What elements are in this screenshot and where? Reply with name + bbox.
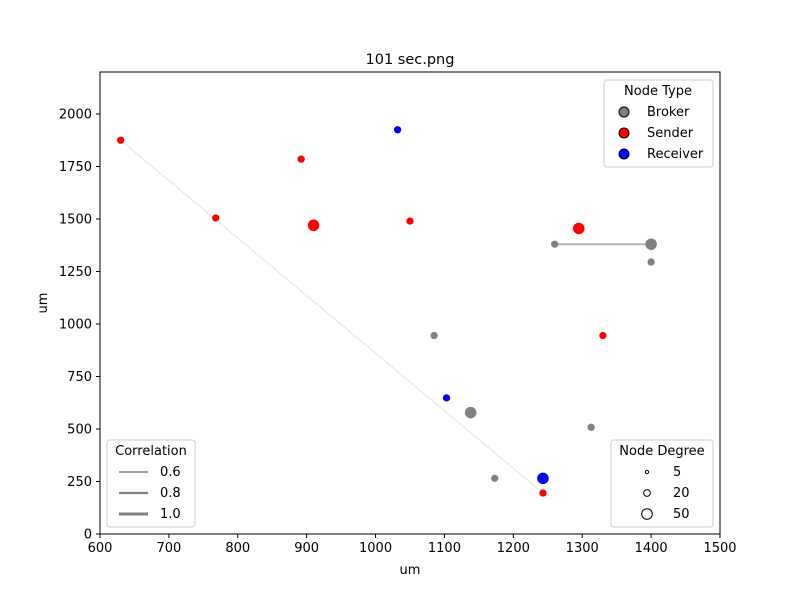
- node-point-broker: [430, 331, 438, 340]
- y-axis: 0 250 500 750 1000 1250 1500 1750 2000: [59, 108, 100, 543]
- legend-degree-label: 50: [673, 507, 690, 522]
- legend-node-type-label: Sender: [647, 126, 694, 141]
- x-tick-label: 700: [156, 541, 181, 556]
- legend-correlation-label: 1.0: [160, 507, 181, 522]
- x-tick-label: 1200: [497, 541, 530, 556]
- node-point-broker: [491, 474, 499, 482]
- y-tick-label: 750: [67, 370, 92, 385]
- node-point-broker: [645, 238, 657, 250]
- legend-degree-items: 5 20 50: [641, 465, 690, 522]
- node-point-sender: [406, 217, 414, 225]
- legend-node-type-label: Receiver: [647, 147, 704, 162]
- node-point-broker: [647, 258, 655, 266]
- legend-degree-marker: [643, 489, 651, 497]
- y-tick-label: 1250: [59, 265, 92, 280]
- y-tick-label: 250: [67, 475, 92, 490]
- nodes-layer: [117, 126, 657, 497]
- y-axis-label: um: [36, 293, 51, 314]
- node-point-broker: [464, 406, 477, 419]
- x-tick-label: 1300: [566, 541, 599, 556]
- legend-node-type-label: Broker: [647, 105, 690, 120]
- legend-correlation: Correlation 0.6 0.8 1.0: [106, 439, 196, 528]
- legend-correlation-items: 0.6 0.8 1.0: [119, 465, 181, 522]
- x-axis-label: um: [400, 563, 421, 578]
- legend-correlation-label: 0.8: [160, 486, 181, 501]
- edges-layer: [120, 139, 652, 494]
- x-tick-label: 800: [225, 541, 250, 556]
- y-tick-label: 1500: [59, 213, 92, 228]
- legend-correlation-title: Correlation: [115, 444, 187, 459]
- legend-degree-label: 20: [673, 486, 690, 501]
- x-axis: 600 700 800 900 1000 1100 1200 1300 1400 1500: [88, 534, 737, 556]
- node-point-sender: [599, 331, 607, 340]
- legend-node-type: Node Type Broker Sender Receiver: [603, 79, 714, 168]
- node-point-receiver: [442, 394, 451, 402]
- x-tick-label: 1100: [428, 541, 461, 556]
- node-point-broker: [551, 240, 559, 248]
- legend-node-type-marker: [618, 106, 630, 118]
- node-point-broker: [587, 423, 595, 431]
- legend-degree-marker: [644, 469, 650, 475]
- node-point-sender: [297, 155, 305, 163]
- node-point-sender: [212, 214, 220, 222]
- node-point-sender: [307, 219, 320, 232]
- node-point-receiver: [537, 472, 549, 485]
- node-point-sender: [539, 489, 547, 497]
- node-point-sender: [117, 136, 125, 144]
- node-point-sender: [573, 222, 585, 235]
- legend-node-type-frame: [603, 79, 714, 168]
- node-point-receiver: [393, 126, 402, 134]
- x-tick-label: 1400: [635, 541, 668, 556]
- legend-node-type-marker: [618, 127, 630, 139]
- legend-node-type-title: Node Type: [624, 84, 692, 99]
- legend-correlation-frame: [106, 439, 196, 528]
- legend-correlation-label: 0.6: [160, 465, 181, 480]
- x-tick-label: 600: [88, 541, 113, 556]
- y-tick-label: 1000: [59, 318, 92, 333]
- legend-degree-frame: [610, 439, 714, 528]
- chart-title: 101 sec.png: [366, 52, 455, 68]
- legend-degree: Node Degree 5 20 50: [610, 439, 714, 528]
- legend-node-type-marker: [618, 148, 630, 160]
- legend-degree-marker: [641, 508, 653, 520]
- y-tick-label: 500: [67, 423, 92, 438]
- correlation-edge: [120, 139, 544, 494]
- x-tick-label: 1000: [359, 541, 392, 556]
- y-tick-label: 0: [84, 528, 92, 543]
- x-tick-label: 900: [294, 541, 319, 556]
- plot-area-frame: [99, 71, 721, 535]
- y-tick-label: 2000: [59, 108, 92, 123]
- legend-degree-label: 5: [673, 465, 681, 480]
- y-tick-label: 1750: [59, 160, 92, 175]
- x-tick-label: 1500: [703, 541, 736, 556]
- legend-node-type-items: Broker Sender Receiver: [618, 105, 704, 162]
- legend-degree-title: Node Degree: [619, 444, 704, 459]
